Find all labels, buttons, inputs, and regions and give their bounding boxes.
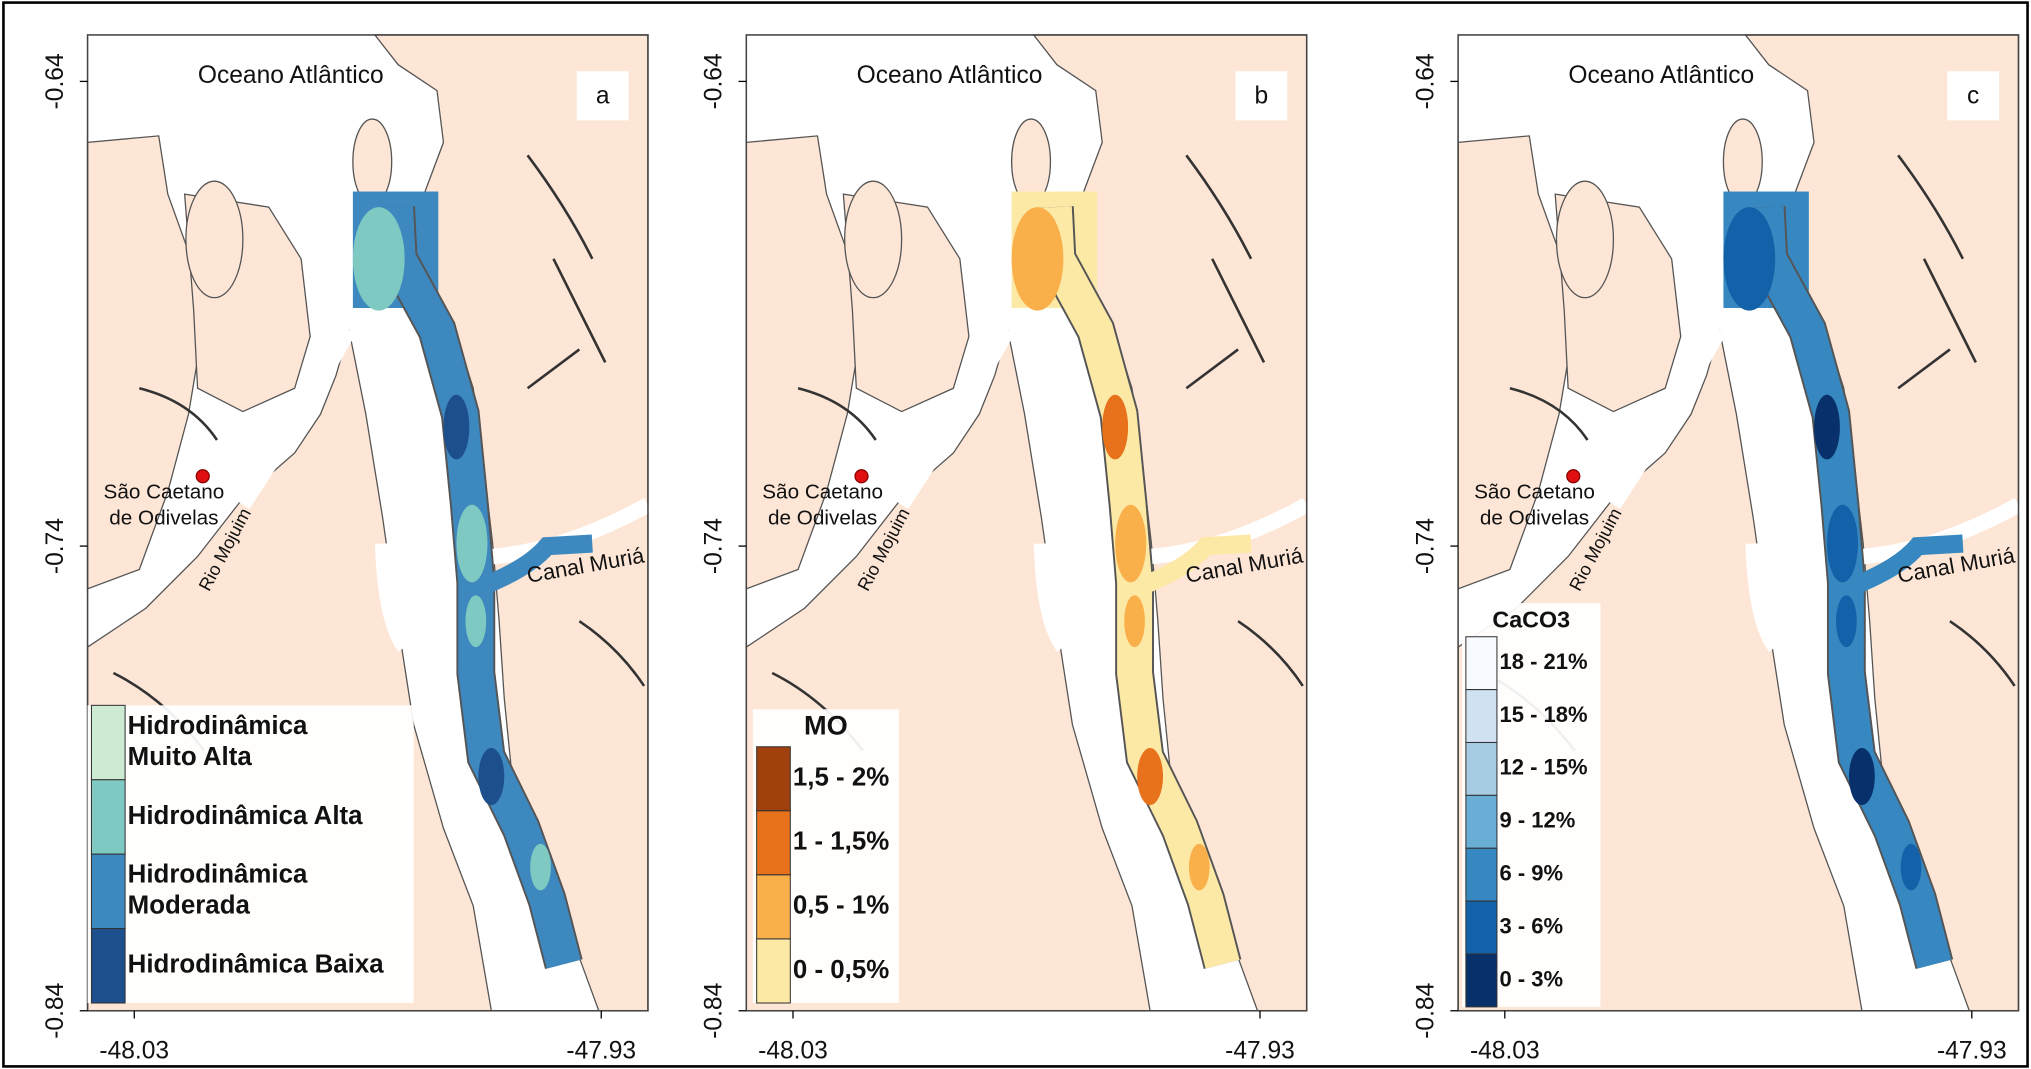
legend-swatch (1466, 795, 1497, 848)
legend-label: 0,5 - 1% (793, 892, 889, 920)
figure: Oceano AtlânticoaSão Caetanode OdivelasR… (0, 0, 2031, 1069)
x-tick-label: -48.03 (99, 1038, 169, 1065)
ocean-label: Oceano Atlântico (1568, 62, 1754, 89)
x-tick-label: -48.03 (1470, 1038, 1540, 1065)
page: {"panels": [ {"label": "a", "ocean": "Oc… (0, 0, 2031, 1069)
x-tick-label: -48.03 (758, 1038, 828, 1065)
legend-swatch (1466, 901, 1497, 954)
legend-swatch (757, 747, 791, 811)
legend-label: Moderada (128, 892, 251, 920)
legend-label: 6 - 9% (1500, 860, 1564, 885)
island (1556, 181, 1613, 297)
town-label: de Odivelas (109, 506, 218, 529)
channel-zone (1124, 595, 1145, 647)
legend-swatch (1466, 954, 1497, 1007)
legend-label: 9 - 12% (1500, 808, 1576, 833)
legend-label: Hidrodinâmica (128, 712, 308, 740)
legend-swatch (91, 705, 125, 779)
x-tick-label: -47.93 (1937, 1038, 2007, 1065)
panel-letter: b (1255, 83, 1269, 110)
panel-letter: c (1967, 83, 1979, 110)
y-tick-label: -0.74 (42, 518, 69, 574)
channel-zone (443, 395, 469, 460)
channel-zone (1836, 595, 1857, 647)
channel-zone (1189, 844, 1210, 891)
town-label: São Caetano (762, 481, 883, 504)
x-tick-label: -47.93 (566, 1038, 636, 1065)
channel-zone (530, 844, 551, 891)
legend-label: 12 - 15% (1500, 755, 1588, 780)
y-tick-label: -0.64 (701, 53, 728, 109)
channel-zone (353, 207, 405, 311)
town-label: São Caetano (104, 481, 225, 504)
legend-swatch (1466, 848, 1497, 901)
legend-label: 0 - 3% (1500, 966, 1564, 991)
ocean-label: Oceano Atlântico (857, 62, 1043, 89)
channel-zone (1827, 505, 1858, 583)
channel-zone (1102, 395, 1128, 460)
channel-zone (1901, 844, 1922, 891)
y-tick-label: -0.84 (701, 983, 728, 1039)
legend-swatch (757, 811, 791, 875)
channel-zone (478, 748, 504, 805)
channel-zone (1137, 748, 1163, 805)
y-tick-label: -0.74 (701, 518, 728, 574)
legend-label: Hidrodinâmica Baixa (128, 951, 385, 979)
island (845, 181, 902, 297)
legend-swatch (757, 939, 791, 1003)
legend-title: MO (804, 710, 848, 741)
island (186, 181, 243, 297)
channel-zone (1115, 505, 1146, 583)
legend-swatch (1466, 742, 1497, 795)
legend-label: 1,5 - 2% (793, 764, 889, 792)
legend-label: 0 - 0,5% (793, 956, 889, 984)
y-tick-label: -0.64 (1413, 53, 1440, 109)
legend-swatch (91, 780, 125, 854)
legend-swatch (1466, 690, 1497, 743)
legend-swatch (91, 929, 125, 1003)
y-tick-label: -0.74 (1413, 518, 1440, 574)
legend-label: 1 - 1,5% (793, 828, 889, 856)
channel-zone (1723, 207, 1775, 311)
town-label: de Odivelas (1480, 506, 1589, 529)
legend-label: Hidrodinâmica Alta (128, 802, 363, 830)
y-tick-label: -0.84 (42, 983, 69, 1039)
legend-label: 18 - 21% (1500, 649, 1588, 674)
legend-label: Muito Alta (128, 743, 253, 771)
legend-swatch (91, 854, 125, 928)
ocean-label: Oceano Atlântico (198, 62, 384, 89)
panel-letter: a (596, 83, 610, 110)
town-label: São Caetano (1474, 481, 1595, 504)
legend-label: Hidrodinâmica (128, 861, 308, 889)
channel-zone (1012, 207, 1064, 311)
y-tick-label: -0.84 (1413, 983, 1440, 1039)
legend-label: 3 - 6% (1500, 913, 1564, 938)
channel-zone (1814, 395, 1840, 460)
town-label: de Odivelas (768, 506, 877, 529)
legend-label: 15 - 18% (1500, 702, 1588, 727)
channel-zone (1849, 748, 1875, 805)
legend-swatch (757, 875, 791, 939)
x-tick-label: -47.93 (1225, 1038, 1295, 1065)
y-tick-label: -0.64 (42, 53, 69, 109)
legend-title: CaCO3 (1492, 606, 1570, 632)
channel-zone (456, 505, 487, 583)
channel-zone (465, 595, 486, 647)
legend-swatch (1466, 637, 1497, 690)
